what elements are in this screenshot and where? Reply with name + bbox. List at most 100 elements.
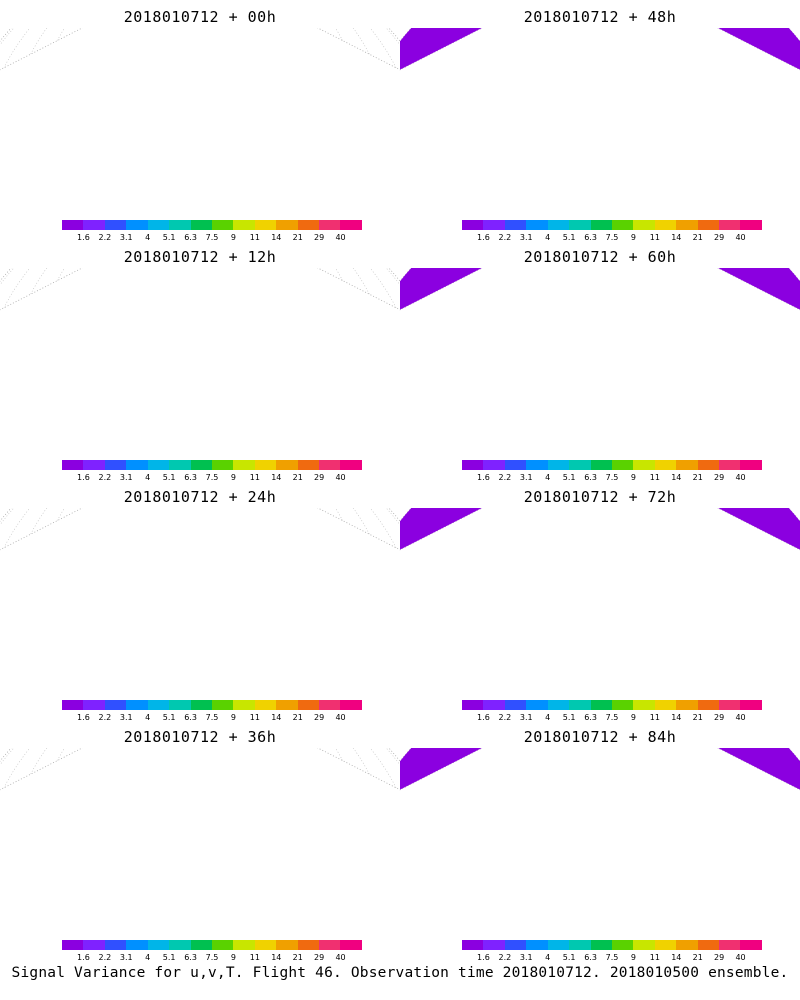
colorbar-label: 4 xyxy=(545,713,551,722)
colorbar-swatch xyxy=(297,700,320,710)
colorbar-label: 2.2 xyxy=(98,953,112,962)
colorbar-label: 29 xyxy=(314,233,325,242)
colorbar-label: 11 xyxy=(649,473,660,482)
colorbar-label: 5.1 xyxy=(562,473,576,482)
colorbar-label: 14 xyxy=(671,713,682,722)
colorbar-label: 11 xyxy=(649,953,660,962)
colorbar-label: 21 xyxy=(292,713,303,722)
colorbar-label: 40 xyxy=(335,233,346,242)
colorbar-swatch xyxy=(254,460,277,470)
colorbar-label: 40 xyxy=(735,713,746,722)
colorbar-label: 1.6 xyxy=(477,713,490,722)
colorbar-label: 9 xyxy=(630,473,636,482)
colorbar-swatch xyxy=(211,940,234,950)
colorbar-swatch xyxy=(697,220,720,230)
colorbar-label: 9 xyxy=(230,233,236,242)
colorbar-label: 6.3 xyxy=(184,713,197,722)
colorbar-label: 14 xyxy=(271,713,282,722)
colorbar-labels: 1.6 2.2 3.1 4 5.1 6.3 7.5 9 11 14 21 29 40 xyxy=(52,953,372,963)
colorbar-swatch xyxy=(62,940,84,950)
colorbar-label: 40 xyxy=(335,953,346,962)
colorbar-labels: 1.6 2.2 3.1 4 5.1 6.3 7.5 9 11 14 21 29 40 xyxy=(52,713,372,723)
colorbar-label: 5.1 xyxy=(162,953,176,962)
colorbar-label: 29 xyxy=(314,473,325,482)
colorbar-label: 29 xyxy=(714,953,725,962)
colorbar-label: 7.5 xyxy=(605,233,619,242)
colorbar-swatch xyxy=(169,460,191,470)
colorbar-label: 40 xyxy=(735,953,746,962)
colorbar-label: 6.3 xyxy=(584,473,597,482)
colorbar-swatch xyxy=(462,940,484,950)
colorbar-swatch xyxy=(676,940,698,950)
colorbar-label: 4 xyxy=(545,473,551,482)
colorbar-swatch xyxy=(504,700,527,710)
colorbar-label: 2.2 xyxy=(498,953,512,962)
colorbar-swatch xyxy=(526,700,548,710)
colorbar-swatch xyxy=(569,220,591,230)
variance-map xyxy=(400,748,800,804)
colorbar-swatch xyxy=(697,940,720,950)
colorbar-swatch xyxy=(740,700,762,710)
colorbar-swatch xyxy=(104,700,127,710)
colorbar-label: 14 xyxy=(671,473,682,482)
colorbar-swatch xyxy=(169,940,191,950)
colorbar-label: 5.1 xyxy=(562,953,576,962)
colorbar-swatch xyxy=(233,940,255,950)
colorbar-label: 5.1 xyxy=(162,473,176,482)
colorbar-swatch xyxy=(319,940,341,950)
colorbar-swatch xyxy=(211,700,234,710)
colorbar-swatch xyxy=(340,700,362,710)
colorbar-swatch xyxy=(319,460,341,470)
colorbar-swatch xyxy=(62,220,84,230)
colorbar-swatch xyxy=(276,700,298,710)
colorbar-label: 2.2 xyxy=(498,473,512,482)
colorbar-label: 40 xyxy=(335,473,346,482)
colorbar-swatch xyxy=(190,940,212,950)
variance-map xyxy=(400,28,800,84)
colorbar-label: 40 xyxy=(735,233,746,242)
colorbar-swatch xyxy=(83,700,105,710)
colorbar-label: 4 xyxy=(545,233,551,242)
colorbar-label: 3.1 xyxy=(119,233,133,242)
colorbar-label: 3.1 xyxy=(519,233,533,242)
colorbar-swatch xyxy=(526,460,548,470)
colorbar-label: 21 xyxy=(292,953,303,962)
colorbar-label: 2.2 xyxy=(498,713,512,722)
forecast-panel-72h: 2018010712 + 72h 1.6 2.2 3.1 4 5.1 6.3 7.5 9 11 1… xyxy=(400,480,800,722)
colorbar-swatch xyxy=(654,700,677,710)
colorbar-swatch xyxy=(504,460,527,470)
colorbar-label: 4 xyxy=(145,953,151,962)
colorbar-swatch xyxy=(590,700,612,710)
panel-title: 2018010712 + 24h xyxy=(123,488,277,506)
colorbar-label: 4 xyxy=(145,473,151,482)
colorbar-labels: 1.6 2.2 3.1 4 5.1 6.3 7.5 9 11 14 21 29 40 xyxy=(52,233,372,243)
colorbar-label: 11 xyxy=(649,713,660,722)
colorbar-swatch xyxy=(62,460,84,470)
forecast-panel-60h: 2018010712 + 60h 1.6 2.2 3.1 4 5.1 6.3 7.5 9 11 1… xyxy=(400,240,800,482)
forecast-panel-00h: 2018010712 + 00h 1.6 2.2 3.1 4 5.1 6.3 7.5 9 11 1… xyxy=(0,0,400,243)
colorbar-label: 14 xyxy=(271,473,282,482)
colorbar-label: 6.3 xyxy=(184,233,197,242)
colorbar-label: 4 xyxy=(145,233,151,242)
colorbar-label: 4 xyxy=(145,713,151,722)
panel-title: 2018010712 + 84h xyxy=(523,728,677,746)
colorbar-label: 21 xyxy=(292,233,303,242)
colorbar xyxy=(62,940,362,950)
panel-title: 2018010712 + 36h xyxy=(123,728,277,746)
colorbar-swatch xyxy=(319,700,341,710)
colorbar-swatch xyxy=(233,220,255,230)
colorbar-swatch xyxy=(169,220,191,230)
colorbar-swatch xyxy=(319,220,341,230)
colorbar-swatch xyxy=(83,940,105,950)
colorbar-swatch xyxy=(483,220,505,230)
colorbar-label: 7.5 xyxy=(605,953,619,962)
colorbar-swatch xyxy=(104,460,127,470)
colorbar-swatch xyxy=(654,460,677,470)
colorbar-label: 21 xyxy=(692,713,703,722)
colorbar-swatch xyxy=(719,220,741,230)
colorbar xyxy=(62,700,362,710)
colorbar xyxy=(462,460,762,470)
colorbar-swatch xyxy=(676,700,698,710)
colorbar-swatch xyxy=(254,940,277,950)
variance-map xyxy=(0,268,400,324)
